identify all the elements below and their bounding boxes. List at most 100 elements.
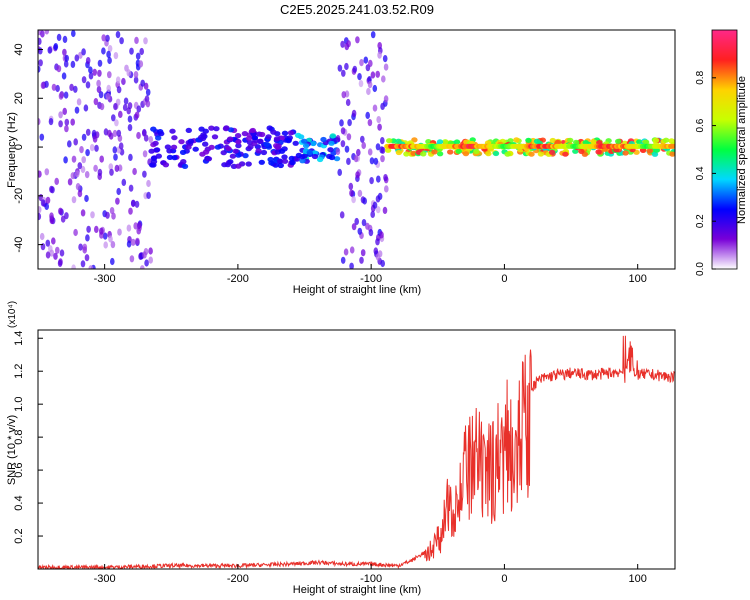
spectrogram-cell <box>235 163 242 169</box>
spectrogram-cell <box>134 111 140 119</box>
spectrogram-cell <box>375 143 381 151</box>
spectrogram-cell <box>145 88 151 96</box>
spectrogram-cell <box>97 168 103 176</box>
spectrogram-cell <box>150 155 158 161</box>
spectrogram-cell <box>369 157 375 165</box>
spectrogram-cell <box>185 144 192 150</box>
spectrogram-cell <box>211 134 219 140</box>
spectrogram-cell <box>122 103 128 112</box>
spectrogram-cell <box>74 106 80 114</box>
colorbar-tick-label: 0.8 <box>695 70 706 84</box>
spectrogram-cell <box>208 144 215 150</box>
spectrogram-cell <box>245 135 253 141</box>
spectrogram-cell <box>126 224 132 232</box>
spectrogram-cell <box>345 98 351 107</box>
spectrogram-cell <box>265 134 272 140</box>
spectrogram-cell <box>351 109 357 117</box>
x-tick-label: 0 <box>501 273 507 285</box>
spectrogram-cell <box>63 91 69 99</box>
spectrogram-cell <box>39 232 45 241</box>
spectrogram-cell <box>344 43 350 51</box>
spectrogram-cell <box>235 143 242 149</box>
spectrogram-cell <box>382 206 388 214</box>
spectrogram-cell <box>377 192 383 200</box>
spectrogram-cell <box>56 33 62 42</box>
spectrogram-cell <box>442 139 449 145</box>
spectrogram-cell <box>115 76 121 84</box>
spectrogram-cell <box>242 153 249 159</box>
spectrogram-cell <box>180 159 187 165</box>
spectrogram-cell <box>109 207 115 215</box>
spectrogram-cell <box>166 148 173 154</box>
spectrogram-cell <box>355 171 360 179</box>
spectrogram-cell <box>118 110 123 118</box>
spectrogram-cell <box>349 262 354 269</box>
spectrogram-cell <box>134 36 139 45</box>
spectrogram-cell <box>179 149 187 155</box>
spectrogram-cell <box>281 158 289 164</box>
spectrogram-cell <box>171 135 178 141</box>
spectrogram-cell <box>652 137 660 143</box>
spectrogram-cell <box>245 161 252 167</box>
spectrogram-cell <box>351 223 357 231</box>
spectrogram-cell <box>110 257 115 266</box>
spectrogram-cell <box>107 45 113 53</box>
colorbar-tick-label: 0.4 <box>695 166 706 180</box>
spectrogram-cell <box>380 259 386 268</box>
spectrogram-cell <box>75 183 81 191</box>
spectrogram-cell <box>88 72 94 80</box>
spectrogram-cell <box>420 151 427 157</box>
spectrogram-cell <box>114 119 119 127</box>
colorbar: 0.0 0.2 0.4 0.6 0.8 Normalized spectral ampl… <box>695 29 748 276</box>
spectrogram-cell <box>92 68 97 76</box>
spectrogram-cell <box>143 37 148 45</box>
spectrogram-cell <box>362 197 368 205</box>
spectrogram-cell <box>85 149 90 157</box>
spectrogram-cell <box>260 149 268 156</box>
spectrogram-cell <box>349 246 355 254</box>
spectrogram-cell <box>62 107 67 115</box>
spectrogram-cell <box>277 162 284 169</box>
spectrogram-cell <box>352 65 358 73</box>
spectrogram-cell <box>139 47 144 56</box>
x-tick-label: -200 <box>227 273 249 285</box>
spectrogram-cell <box>549 137 556 144</box>
spectrogram-cell <box>329 133 337 139</box>
x-tick-label: 0 <box>501 573 507 585</box>
spectrogram-cell <box>128 153 133 161</box>
spectrogram-cell <box>63 156 68 164</box>
spectrogram-cell <box>367 81 373 89</box>
spectrogram-cell <box>134 200 140 208</box>
spectrogram-cell <box>81 48 86 56</box>
spectrogram-cell <box>38 37 42 45</box>
spectrogram-cell <box>447 149 454 155</box>
spectrogram-cell <box>383 63 389 71</box>
spectrogram-cell <box>302 143 310 149</box>
spectrogram-cell <box>58 92 64 100</box>
y-tick-label: 0.6 <box>13 462 25 477</box>
spectrogram-cell <box>258 159 265 165</box>
figure-title: C2E5.2025.241.03.52.R09 <box>280 2 434 17</box>
spectrogram-cell <box>187 138 195 144</box>
spectrogram-cell <box>360 249 366 257</box>
spectrogram-cell <box>38 118 41 126</box>
spectrogram-cell <box>49 185 54 193</box>
spectrogram-cell <box>105 211 110 219</box>
spectrogram-cell <box>54 177 59 185</box>
snr-line <box>38 335 675 569</box>
spectrogram-cell <box>274 144 281 150</box>
spectrogram-cell <box>340 127 346 135</box>
spectrogram-cell <box>375 238 380 246</box>
snr-series <box>38 335 675 569</box>
spectrogram-cell <box>270 129 277 135</box>
spectrogram-cell <box>113 103 118 111</box>
spectrogram-cell <box>337 64 343 72</box>
spectrogram-cell <box>340 40 345 48</box>
spectrogram-cell <box>185 127 192 133</box>
spectrogram-cell <box>64 125 69 133</box>
spectrogram-cell <box>292 140 299 146</box>
spectrogram-cell <box>121 77 126 86</box>
spectrogram-cell <box>108 163 114 171</box>
spectrogram-cell <box>368 229 374 237</box>
